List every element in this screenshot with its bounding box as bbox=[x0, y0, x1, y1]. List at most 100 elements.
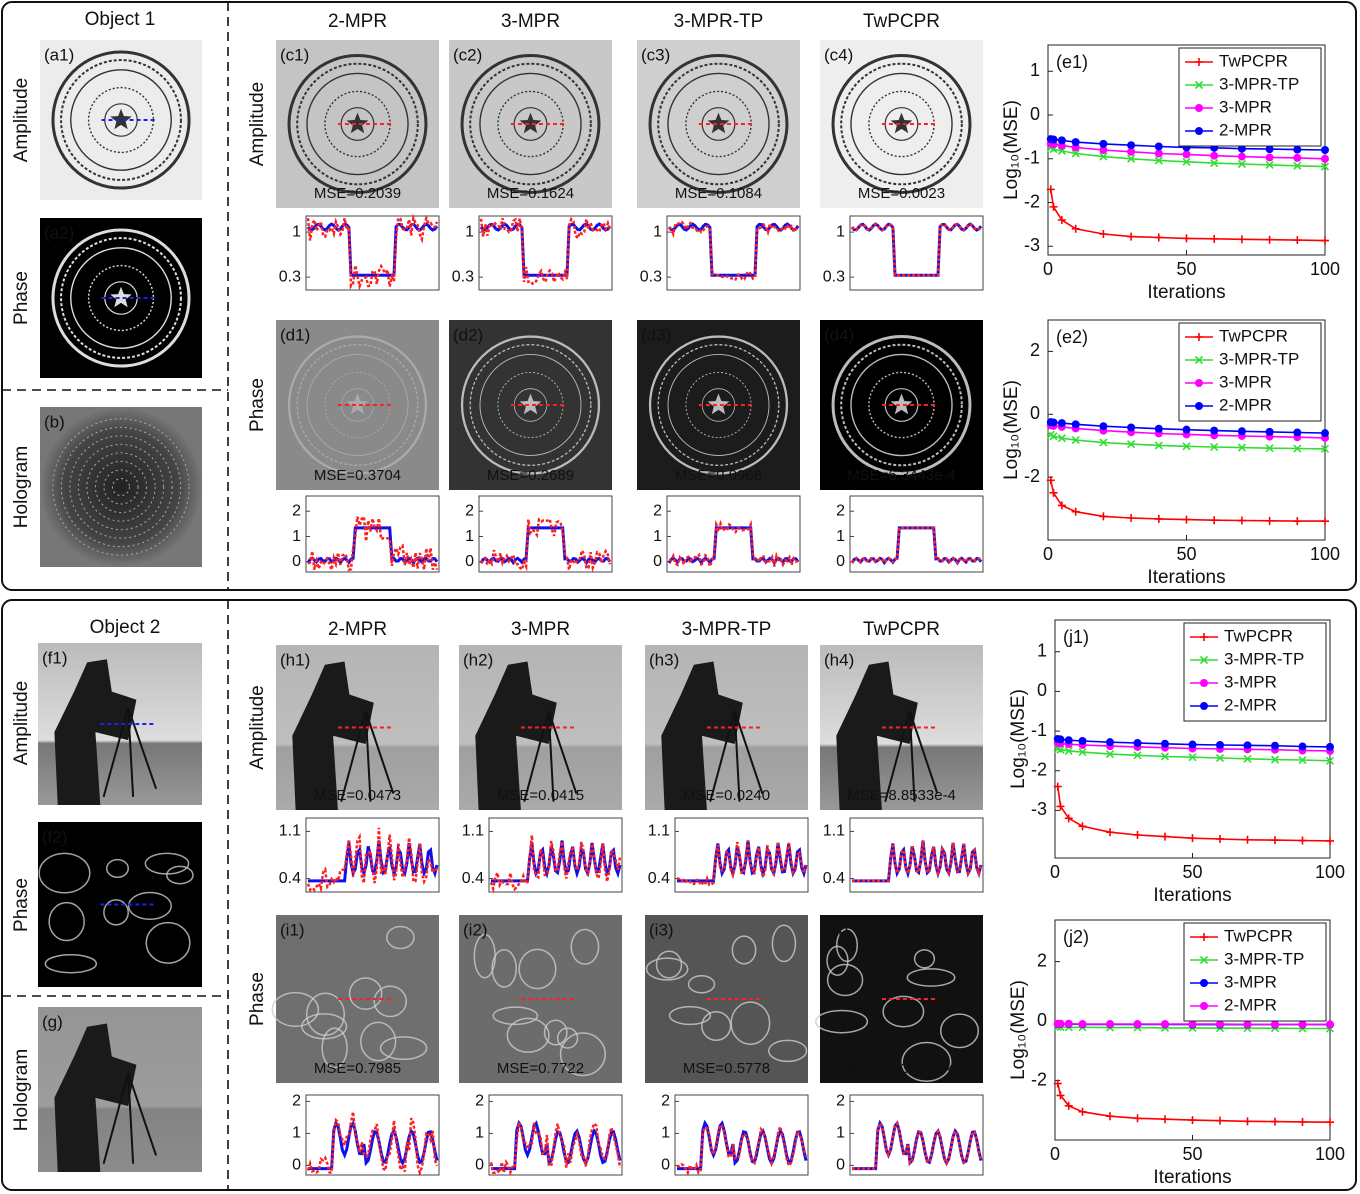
profile-tick-label: 1.1 bbox=[823, 823, 845, 840]
chart-label: (j1) bbox=[1063, 627, 1089, 647]
emblem-ring bbox=[296, 344, 419, 466]
cell bbox=[882, 995, 925, 1028]
figure-silhouette bbox=[54, 1023, 137, 1172]
marker bbox=[1182, 515, 1191, 524]
marker bbox=[1188, 753, 1197, 762]
profile-tick-label: 0.4 bbox=[823, 870, 845, 887]
y-tick-label: 2 bbox=[1037, 950, 1047, 970]
x-axis-label: Iterations bbox=[1147, 567, 1225, 588]
marker bbox=[1127, 232, 1136, 241]
emblem-ring bbox=[657, 344, 780, 466]
cell bbox=[687, 975, 716, 994]
mse-label: MSE=0.0415 bbox=[497, 787, 584, 804]
marker bbox=[1071, 138, 1080, 147]
cell bbox=[768, 1039, 808, 1063]
legend-marker bbox=[1199, 955, 1209, 965]
panel-label: (d4) bbox=[824, 325, 854, 344]
marker bbox=[1188, 834, 1197, 843]
x-tick-label: 0 bbox=[1050, 862, 1060, 882]
marker bbox=[1154, 233, 1163, 242]
mse-label: MSE=0.7722 bbox=[497, 1060, 584, 1077]
marker bbox=[1210, 159, 1219, 168]
marker bbox=[1321, 154, 1329, 163]
y-axis-label: Log₁₀(MSE) bbox=[1001, 100, 1022, 200]
x-axis-label: Iterations bbox=[1147, 282, 1225, 303]
fringe bbox=[52, 418, 190, 556]
profile-recon bbox=[479, 216, 612, 287]
marker bbox=[1210, 426, 1219, 435]
emblem-ring bbox=[287, 54, 428, 194]
marker bbox=[1056, 1019, 1065, 1028]
legend-label: 3-MPR bbox=[1224, 972, 1277, 991]
profile-tick-label: 0.3 bbox=[640, 268, 662, 285]
emblem-star bbox=[346, 112, 369, 134]
marker bbox=[1325, 756, 1335, 765]
cell bbox=[127, 891, 173, 921]
row-label: Amplitude bbox=[247, 82, 268, 167]
x-tick-label: 50 bbox=[1176, 259, 1196, 279]
marker bbox=[1188, 740, 1197, 749]
image bbox=[40, 407, 202, 567]
cell bbox=[826, 945, 849, 976]
profile-tick-label: 0.3 bbox=[279, 268, 301, 285]
marker bbox=[1161, 1020, 1169, 1029]
marker bbox=[1210, 516, 1219, 525]
profile-truth bbox=[479, 526, 612, 566]
profile-recon bbox=[676, 840, 808, 888]
row-label: Phase bbox=[247, 972, 268, 1026]
image bbox=[645, 915, 808, 1083]
y-axis-label: Log₁₀(MSE) bbox=[1001, 380, 1022, 480]
panel-label: (a1) bbox=[44, 45, 74, 64]
legend-label: 3-MPR bbox=[1219, 372, 1272, 391]
marker bbox=[1243, 741, 1252, 750]
panel-label: (c2) bbox=[453, 45, 482, 64]
emblem-ring bbox=[469, 344, 592, 466]
marker bbox=[1293, 161, 1302, 170]
cell bbox=[506, 1017, 550, 1053]
profile-tick-label: 0.4 bbox=[462, 870, 484, 887]
legend-label: 3-MPR-TP bbox=[1219, 74, 1299, 93]
y-tick-label: 1 bbox=[1030, 60, 1040, 80]
profile-tick-label: 0.3 bbox=[452, 268, 474, 285]
method-header: 3-MPR bbox=[511, 619, 570, 640]
profile-recon bbox=[307, 514, 439, 575]
panel-label: (i1) bbox=[280, 920, 305, 939]
y-tick-label: 1 bbox=[1037, 640, 1047, 660]
marker bbox=[1133, 751, 1142, 760]
cell bbox=[939, 1013, 980, 1049]
marker bbox=[1265, 444, 1274, 453]
emblem-ring bbox=[648, 335, 789, 475]
cell bbox=[373, 985, 408, 1018]
mse-label: MSE=8.8533e-4 bbox=[847, 787, 956, 804]
cell bbox=[44, 953, 98, 974]
marker bbox=[1071, 435, 1080, 445]
marker bbox=[1078, 822, 1087, 831]
marker bbox=[1064, 1019, 1073, 1028]
profile-tick-label: 1.1 bbox=[462, 823, 484, 840]
tripod-leg bbox=[102, 707, 130, 798]
emblem-ring bbox=[287, 335, 428, 475]
legend-label: 2-MPR bbox=[1219, 395, 1272, 414]
y-tick-label: -2 bbox=[1031, 759, 1047, 779]
legend-marker bbox=[1200, 979, 1208, 987]
marker bbox=[1321, 236, 1329, 245]
y-tick-label: 0 bbox=[1037, 680, 1047, 700]
marker bbox=[1265, 516, 1274, 525]
profile-recon bbox=[480, 517, 612, 573]
tripod-leg bbox=[127, 1072, 158, 1156]
marker bbox=[1237, 427, 1246, 436]
marker bbox=[1064, 1101, 1073, 1110]
emblem-star bbox=[519, 112, 542, 134]
x-tick-label: 0 bbox=[1043, 259, 1053, 279]
image bbox=[820, 915, 983, 1083]
legend-marker bbox=[1195, 127, 1203, 135]
marker bbox=[1127, 154, 1136, 163]
marker bbox=[1099, 230, 1108, 238]
cell bbox=[492, 1006, 539, 1026]
cell bbox=[145, 921, 191, 964]
profile-tick-label: 2 bbox=[653, 502, 662, 519]
method-header: TwPCPR bbox=[863, 619, 940, 640]
emblem-ring bbox=[60, 237, 182, 359]
tripod-leg bbox=[102, 1072, 130, 1165]
